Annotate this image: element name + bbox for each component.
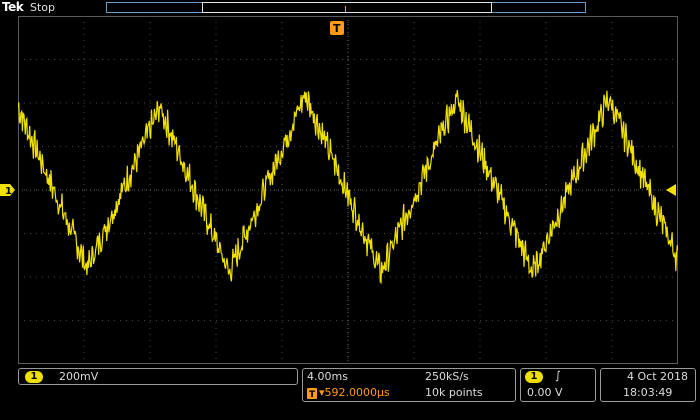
record-trigger-marker [345, 6, 346, 12]
trigger-position-icon[interactable]: T [330, 20, 344, 36]
svg-text:1: 1 [5, 186, 12, 197]
record-view-window[interactable] [202, 2, 492, 13]
horizontal-box[interactable]: 4.00ms 250kS/s T ▾592.0000µs 10k points [302, 368, 516, 402]
svg-text:T: T [333, 22, 341, 35]
time: 18:03:49 [623, 386, 673, 399]
graticule-border [18, 16, 678, 364]
trigger-delay-icon: T [307, 388, 317, 399]
record-length: 10k points [425, 386, 483, 399]
brand-logo: Tek [2, 0, 24, 14]
trigger-source-badge: 1 [525, 371, 543, 383]
readout-area: 1 200mV 4.00ms 250kS/s T ▾592.0000µs 10k… [0, 366, 700, 420]
svg-text:T: T [309, 390, 316, 399]
run-state-label[interactable]: Stop [30, 1, 56, 14]
channel-1-scale-box[interactable]: 1 200mV [18, 368, 298, 385]
channel-1-ref-marker[interactable]: 1 [0, 183, 16, 197]
trigger-delay: ▾592.0000µs [319, 386, 390, 399]
trigger-slope-icon: ∫ [555, 369, 561, 382]
date: 4 Oct 2018 [627, 370, 689, 383]
channel-1-badge: 1 [25, 371, 43, 383]
time-per-div: 4.00ms [307, 370, 348, 383]
channel-1-scale: 200mV [59, 370, 99, 383]
sample-rate: 250kS/s [425, 370, 469, 383]
trigger-box[interactable]: 1 ∫ 0.00 V [520, 368, 596, 402]
datetime-box: 4 Oct 2018 18:03:49 [600, 368, 696, 402]
status-bar: Tek Stop [0, 0, 700, 16]
trigger-level: 0.00 V [527, 386, 563, 399]
channel-1-waveform [18, 90, 678, 285]
trigger-level-icon[interactable] [664, 183, 676, 197]
graticule[interactable] [18, 16, 678, 364]
